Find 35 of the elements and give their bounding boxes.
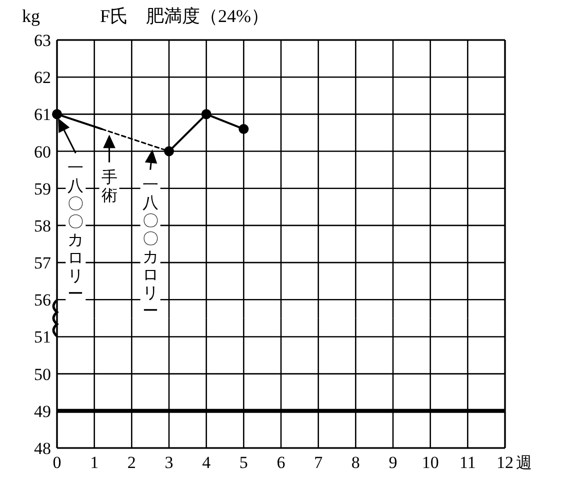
point	[201, 109, 212, 120]
x-tick-label: 11	[459, 453, 476, 472]
x-tick-label: 8	[351, 453, 360, 472]
x-tick-label: 3	[164, 453, 174, 472]
annotation: 手術	[101, 168, 118, 204]
x-tick-label: 2	[127, 453, 136, 472]
x-tick-label: 5	[239, 453, 248, 472]
y-axis-title: kg	[22, 6, 40, 26]
y-tick-label: 56	[34, 290, 51, 310]
annotation: 一八〇〇カロリー	[68, 160, 84, 304]
y-tick-label: 63	[34, 31, 51, 50]
x-axis-title: 週	[516, 455, 532, 472]
x-tick-label: 7	[314, 453, 324, 472]
y-tick-label: 57	[34, 254, 52, 273]
point	[52, 109, 62, 120]
annotation: 一八〇〇カロリー	[142, 176, 158, 320]
x-tick-label: 9	[388, 453, 398, 472]
point	[238, 124, 249, 134]
y-tick-label: 51	[34, 328, 51, 347]
x-tick-label: 1	[90, 453, 99, 472]
y-tick-label: 59	[34, 179, 51, 198]
chart-title: F氏 肥満度（24%）	[100, 6, 270, 26]
point	[164, 146, 174, 156]
y-tick-label: 48	[34, 439, 51, 458]
y-tick-label: 60	[34, 142, 51, 162]
x-tick-label: 10	[422, 453, 439, 472]
y-tick-label: 50	[34, 364, 51, 384]
x-tick-label: 4	[202, 453, 212, 472]
y-tick-label: 49	[34, 402, 51, 421]
x-tick-label: 0	[52, 453, 62, 472]
y-tick-label: 61	[34, 105, 51, 124]
x-tick-label: 6	[276, 453, 286, 472]
y-tick-label: 62	[34, 68, 51, 88]
y-tick-label: 58	[34, 216, 51, 236]
x-tick-label: 12	[496, 453, 514, 472]
